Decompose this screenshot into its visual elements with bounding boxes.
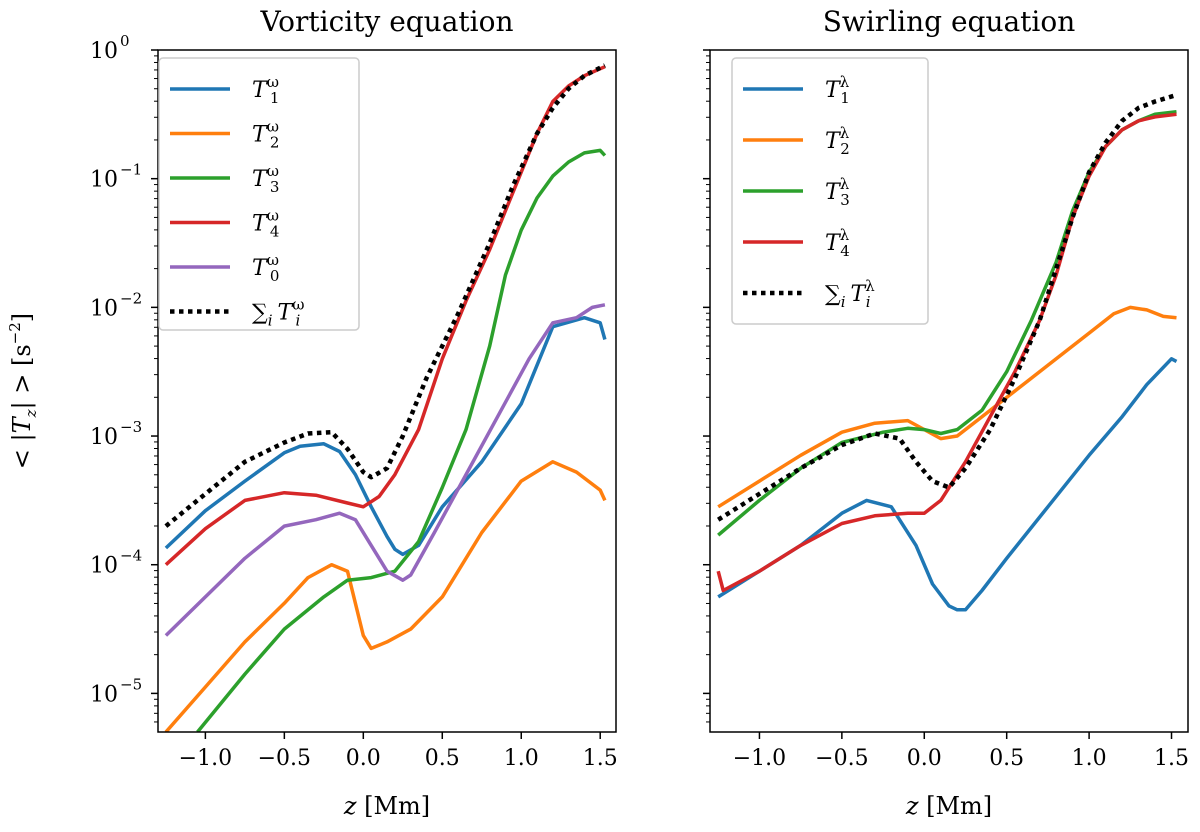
series-line-1 bbox=[164, 315, 607, 557]
x-axis-label: z [Mm] bbox=[905, 792, 992, 820]
legend-label: ∑i Tω i bbox=[252, 296, 304, 330]
axes-frame bbox=[157, 49, 617, 733]
y-tick-label: 10 bbox=[90, 682, 118, 707]
chart-title: Swirling equation bbox=[823, 5, 1076, 38]
x-tick-label: −1.0 bbox=[733, 746, 786, 771]
series-line-3 bbox=[196, 148, 607, 732]
legend: Tλ 1 Tλ 2 Tλ 3 Tλ 4 ∑i Tλ i bbox=[731, 57, 929, 325]
x-tick-label: 0.5 bbox=[425, 746, 460, 771]
y-tick-label: 10 bbox=[90, 554, 118, 579]
series-line-2 bbox=[717, 305, 1177, 509]
series-line-1 bbox=[717, 357, 1178, 612]
y-tick-exponent: −4 bbox=[120, 547, 142, 565]
x-tick-label: 1.0 bbox=[504, 746, 539, 771]
series-line-4 bbox=[164, 65, 606, 566]
y-axis-label: < |Tz| > [s−2] bbox=[6, 313, 40, 469]
x-tick-label: −1.0 bbox=[179, 746, 232, 771]
chart-title: Vorticity equation bbox=[259, 5, 513, 38]
x-tick-label: 0.5 bbox=[989, 746, 1024, 771]
legend-label: Tω 2 bbox=[252, 118, 279, 152]
series-line-6 bbox=[164, 63, 606, 528]
y-tick-exponent: −5 bbox=[120, 675, 142, 693]
x-tick-label: −0.5 bbox=[258, 746, 311, 771]
y-tick-exponent: −1 bbox=[120, 161, 142, 179]
series-line-4 bbox=[716, 112, 1177, 593]
legend-label: Tλ 4 bbox=[825, 226, 850, 260]
axes-frame bbox=[709, 49, 1189, 733]
legend-box bbox=[731, 57, 929, 325]
x-tick-label: 1.5 bbox=[583, 746, 618, 771]
series-line-2 bbox=[164, 460, 607, 732]
legend-label: Tλ 1 bbox=[825, 73, 850, 107]
chart-panel-1: −1.0 −0.5 0.0 0.5 1.0 1.510−510−410−310−210−1… bbox=[6, 5, 618, 820]
x-tick-label: −0.5 bbox=[815, 746, 868, 771]
y-tick-exponent: −3 bbox=[120, 418, 142, 436]
legend-label: Tω 3 bbox=[252, 162, 279, 196]
y-tick-label: 10 bbox=[90, 296, 118, 321]
x-tick-label: 1.0 bbox=[1072, 746, 1107, 771]
x-axis-label: z [Mm] bbox=[343, 792, 430, 820]
chart-panel-2: −1.0 −0.5 0.0 0.5 1.0 1.5 Swirling equation z [… bbox=[703, 5, 1189, 820]
legend: Tω 1 Tω 2 Tω 3 Tω 4 Tω 0 ∑i Tω i bbox=[158, 57, 360, 331]
legend-label: Tω 4 bbox=[252, 207, 279, 241]
y-tick-label: 10 bbox=[90, 425, 118, 450]
y-tick-exponent: −2 bbox=[120, 289, 142, 307]
y-tick-exponent: 0 bbox=[120, 32, 130, 50]
legend-box bbox=[158, 57, 360, 331]
legend-label: ∑i Tλ i bbox=[825, 277, 875, 311]
y-tick-label: 10 bbox=[90, 168, 118, 193]
legend-label: Tλ 3 bbox=[825, 175, 850, 209]
x-tick-label: 0.0 bbox=[346, 746, 381, 771]
x-tick-label: 0.0 bbox=[907, 746, 942, 771]
legend-label: Tω 1 bbox=[252, 73, 279, 107]
y-tick-label: 10 bbox=[90, 39, 118, 64]
series-line-5 bbox=[164, 303, 606, 637]
legend-label: Tω 0 bbox=[252, 251, 279, 285]
legend-label: Tλ 2 bbox=[825, 124, 850, 158]
x-tick-label: 1.5 bbox=[1154, 746, 1189, 771]
series-line-5 bbox=[717, 92, 1178, 522]
